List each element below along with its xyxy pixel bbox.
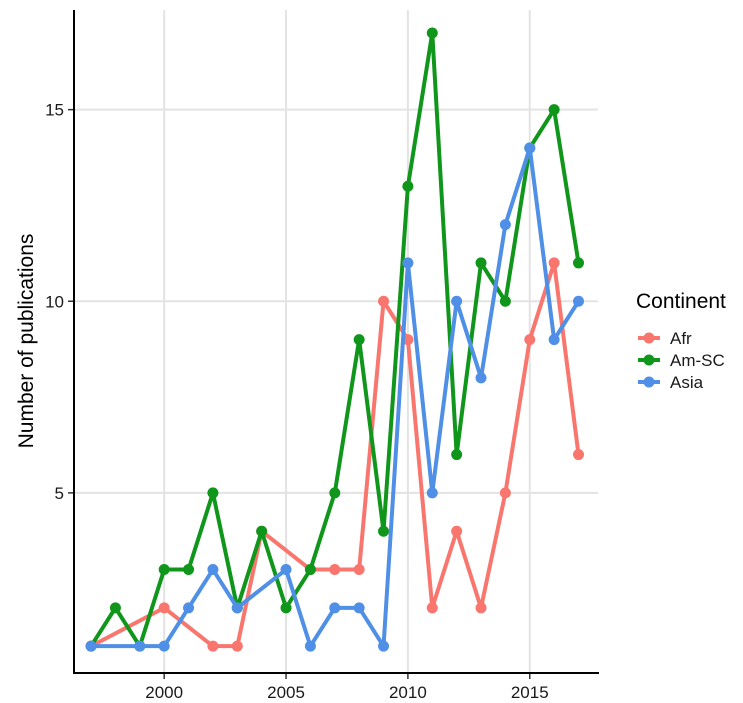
legend-key-point-am-sc [643,354,655,366]
data-point-am-sc-2008 [353,334,365,346]
data-point-am-sc-2007 [329,487,341,499]
data-point-afr-2002 [207,640,219,652]
data-point-am-sc-2012 [451,449,463,461]
data-point-am-sc-2010 [402,180,414,192]
data-point-asia-2013 [475,372,487,384]
data-point-asia-2001 [183,602,195,614]
legend-label-asia: Asia [670,373,704,392]
data-point-am-sc-2005 [280,602,292,614]
x-tick-label-2015: 2015 [511,683,549,702]
data-point-afr-2008 [353,564,365,576]
data-point-afr-2015 [524,334,536,346]
data-point-am-sc-2014 [499,295,511,307]
legend-label-am-sc: Am-SC [670,351,725,370]
y-tick-label-15: 15 [45,101,64,120]
data-point-asia-2010 [402,257,414,269]
data-point-afr-2007 [329,564,341,576]
legend-item-am-sc: Am-SC [638,351,725,370]
legend-item-asia: Asia [638,373,704,392]
x-tick-label-2000: 2000 [145,683,183,702]
legend-key-point-afr [643,332,655,344]
legend-label-afr: Afr [670,329,692,348]
data-point-asia-2012 [451,295,463,307]
data-point-am-sc-2009 [378,525,390,537]
data-point-am-sc-2001 [183,564,195,576]
data-point-afr-2009 [378,295,390,307]
y-tick-label-10: 10 [45,292,64,311]
data-point-afr-2012 [451,525,463,537]
data-point-afr-2016 [548,257,560,269]
series-asia [85,142,585,652]
data-point-afr-2013 [475,602,487,614]
data-point-asia-2002 [207,564,219,576]
tick-labels: 2000 2005 2010 2015 5 10 15 [45,101,549,702]
data-point-afr-2000 [158,602,170,614]
legend-key-point-asia [643,376,655,388]
data-point-asia-2015 [524,142,536,154]
data-point-am-sc-2017 [573,257,585,269]
y-tick-label-5: 5 [55,484,64,503]
data-point-afr-2003 [231,640,243,652]
axes [73,10,599,674]
data-point-asia-2006 [304,640,316,652]
data-point-asia-2005 [280,564,292,576]
data-point-asia-2000 [158,640,170,652]
data-point-am-sc-2006 [304,564,316,576]
data-point-afr-2014 [499,487,511,499]
x-tick-label-2005: 2005 [267,683,305,702]
legend-items: Afr Am-SC Asia [638,329,725,392]
data-point-am-sc-2000 [158,564,170,576]
data-point-asia-2008 [353,602,365,614]
y-axis-title: Number of publications [15,234,38,449]
data-point-asia-2011 [426,487,438,499]
series-layer [85,27,585,652]
data-point-asia-2016 [548,334,560,346]
data-point-asia-2007 [329,602,341,614]
data-point-am-sc-2002 [207,487,219,499]
legend: Continent Afr Am-SC Asia [636,290,726,392]
data-point-asia-2014 [499,219,511,231]
data-point-am-sc-2013 [475,257,487,269]
data-point-asia-1997 [85,640,97,652]
data-point-asia-2009 [378,640,390,652]
data-point-asia-2003 [231,602,243,614]
data-point-asia-1999 [134,640,146,652]
data-point-am-sc-1998 [109,602,121,614]
data-point-asia-2017 [573,295,585,307]
legend-title: Continent [636,290,726,313]
data-point-afr-2011 [426,602,438,614]
data-point-am-sc-2004 [256,525,268,537]
data-point-am-sc-2011 [426,27,438,39]
data-point-am-sc-2016 [548,104,560,116]
data-point-afr-2017 [573,449,585,461]
x-tick-label-2010: 2010 [389,683,427,702]
legend-item-afr: Afr [638,329,692,348]
series-am-sc [85,27,585,652]
series-afr [85,257,585,652]
